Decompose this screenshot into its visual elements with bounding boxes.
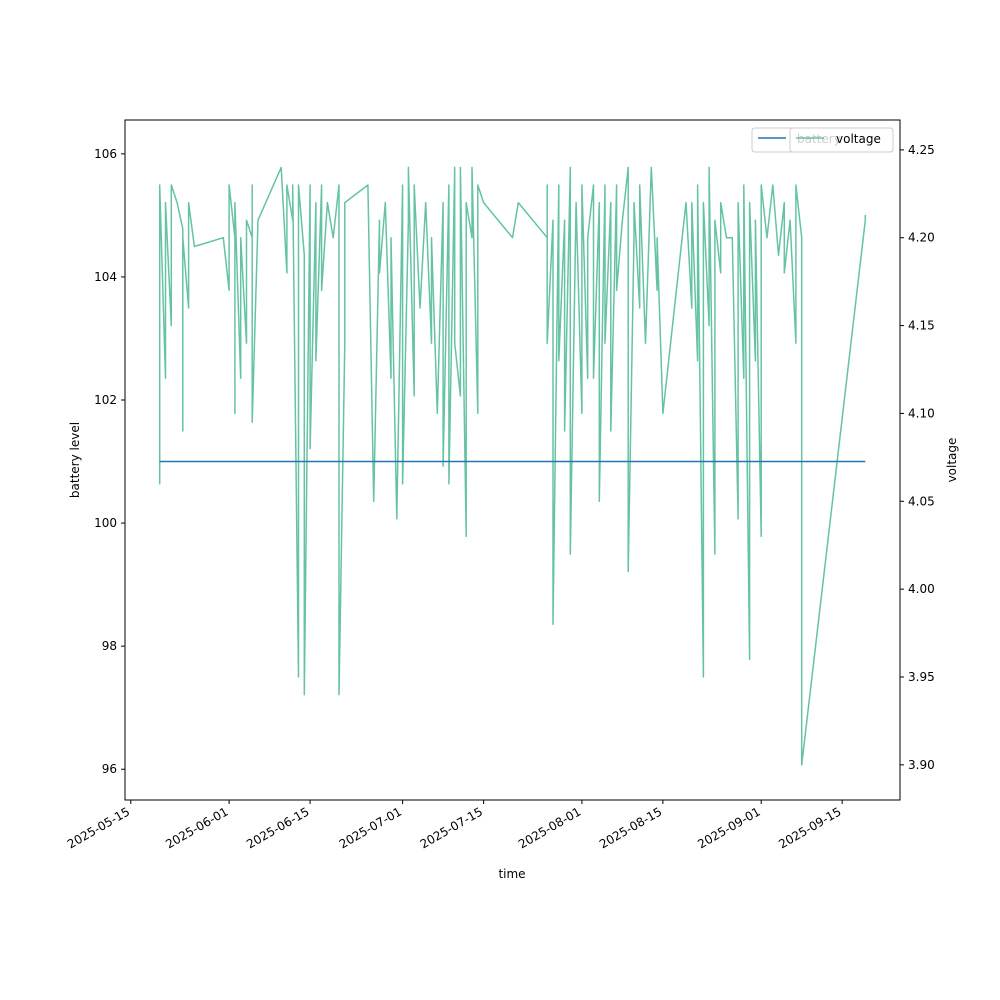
right-y-tick-label: 4.25 [908, 143, 935, 157]
right-y-tick-label: 4.05 [908, 494, 935, 508]
right-y-tick-label: 3.95 [908, 670, 935, 684]
left-y-axis: 96 98 100 102 104 106 [94, 147, 125, 776]
series-line-voltage [158, 166, 867, 766]
left-y-tick-label: 102 [94, 393, 117, 407]
right-y-axis: 3.90 3.95 4.00 4.05 4.10 4.15 4.20 4.25 [900, 143, 935, 772]
left-y-tick-label: 100 [94, 516, 117, 530]
legend-voltage-label: voltage [836, 132, 881, 146]
x-axis-label: time [498, 867, 525, 881]
right-y-tick-label: 4.20 [908, 231, 935, 245]
left-y-tick-label: 96 [102, 762, 117, 776]
left-y-tick-label: 104 [94, 270, 117, 284]
right-y-tick-label: 4.10 [908, 406, 935, 420]
right-y-tick-label: 4.00 [908, 582, 935, 596]
right-y-axis-label: voltage [945, 438, 959, 483]
plot-frame [124, 119, 901, 801]
legend-voltage-box [789, 127, 894, 153]
legend-voltage: voltage [789, 127, 894, 153]
plot-lines [158, 166, 867, 766]
left-y-tick-label: 106 [94, 147, 117, 161]
right-y-tick-label: 3.90 [908, 758, 935, 772]
left-y-axis-label: battery level [68, 422, 82, 498]
left-y-tick-label: 98 [102, 639, 117, 653]
right-y-tick-label: 4.15 [908, 319, 935, 333]
